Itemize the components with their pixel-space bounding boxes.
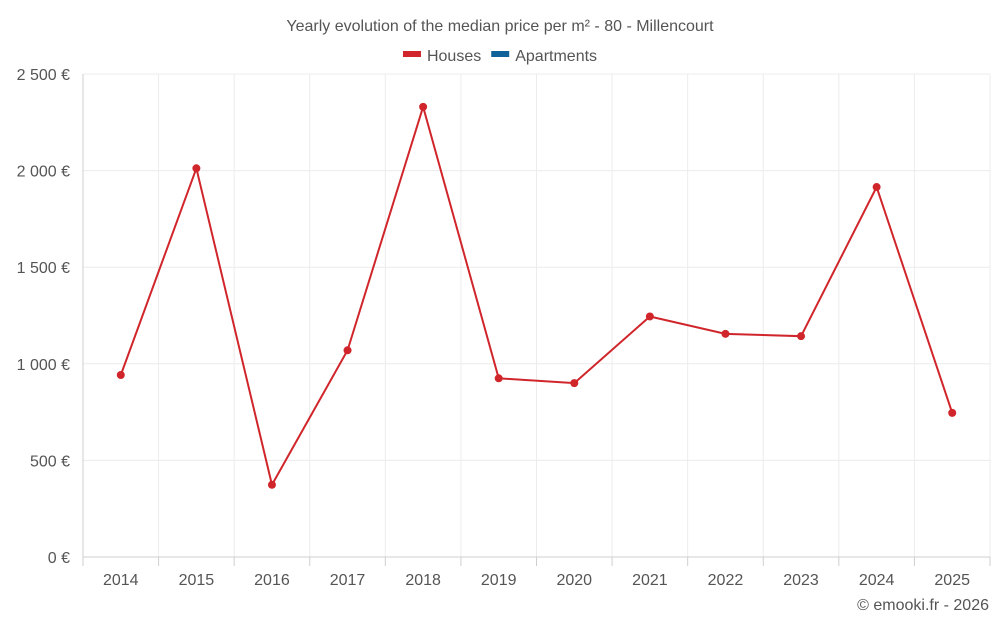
series-line-houses [119, 103, 954, 488]
x-tick-label: 2018 [405, 572, 441, 589]
legend: Houses Apartments [402, 48, 597, 65]
credit-text: © emooki.fr - 2026 [857, 597, 989, 614]
legend-label-apartments: Apartments [515, 48, 597, 65]
data-point-houses [267, 480, 276, 489]
data-point-houses [645, 312, 654, 321]
y-tick-label: 2 500 € [17, 67, 70, 84]
y-tick-label: 1 000 € [17, 357, 70, 374]
legend-swatch-houses [402, 51, 421, 57]
x-tick-label: 2019 [481, 572, 517, 589]
y-tick-label: 500 € [30, 453, 70, 470]
series-layer [116, 102, 957, 489]
chart-title: Yearly evolution of the median price per… [286, 18, 714, 35]
data-point-houses [419, 102, 428, 111]
data-point-houses [343, 346, 352, 355]
x-axis: 2014 2015 2016 2017 2018 2019 2020 2021 2022 2023… [82, 556, 991, 589]
data-point-houses [494, 374, 503, 383]
data-point-houses [570, 379, 579, 388]
x-tick-label: 2016 [254, 572, 290, 589]
x-tick-label: 2014 [103, 572, 139, 589]
data-point-houses [797, 332, 806, 341]
x-tick-label: 2021 [632, 572, 668, 589]
x-tick-label: 2020 [556, 572, 592, 589]
y-tick-label: 1 500 € [17, 260, 70, 277]
data-point-houses [948, 408, 957, 417]
x-tick-label: 2015 [179, 572, 215, 589]
x-tick-label: 2023 [783, 572, 819, 589]
x-tick-label: 2024 [859, 572, 895, 589]
x-tick-label: 2025 [934, 572, 970, 589]
x-tick-label: 2022 [708, 572, 744, 589]
grid [82, 73, 991, 557]
legend-swatch-apartments [491, 51, 510, 57]
data-point-houses [721, 329, 730, 338]
legend-label-houses: Houses [427, 48, 481, 65]
y-tick-label: 0 € [48, 550, 70, 567]
data-point-houses [872, 183, 881, 192]
data-point-houses [192, 164, 201, 173]
y-axis: 0 € 500 € 1 000 € 1 500 € 2 000 € 2 500 € [17, 67, 84, 567]
data-point-houses [116, 371, 125, 380]
x-tick-label: 2017 [330, 572, 366, 589]
y-tick-label: 2 000 € [17, 164, 70, 181]
